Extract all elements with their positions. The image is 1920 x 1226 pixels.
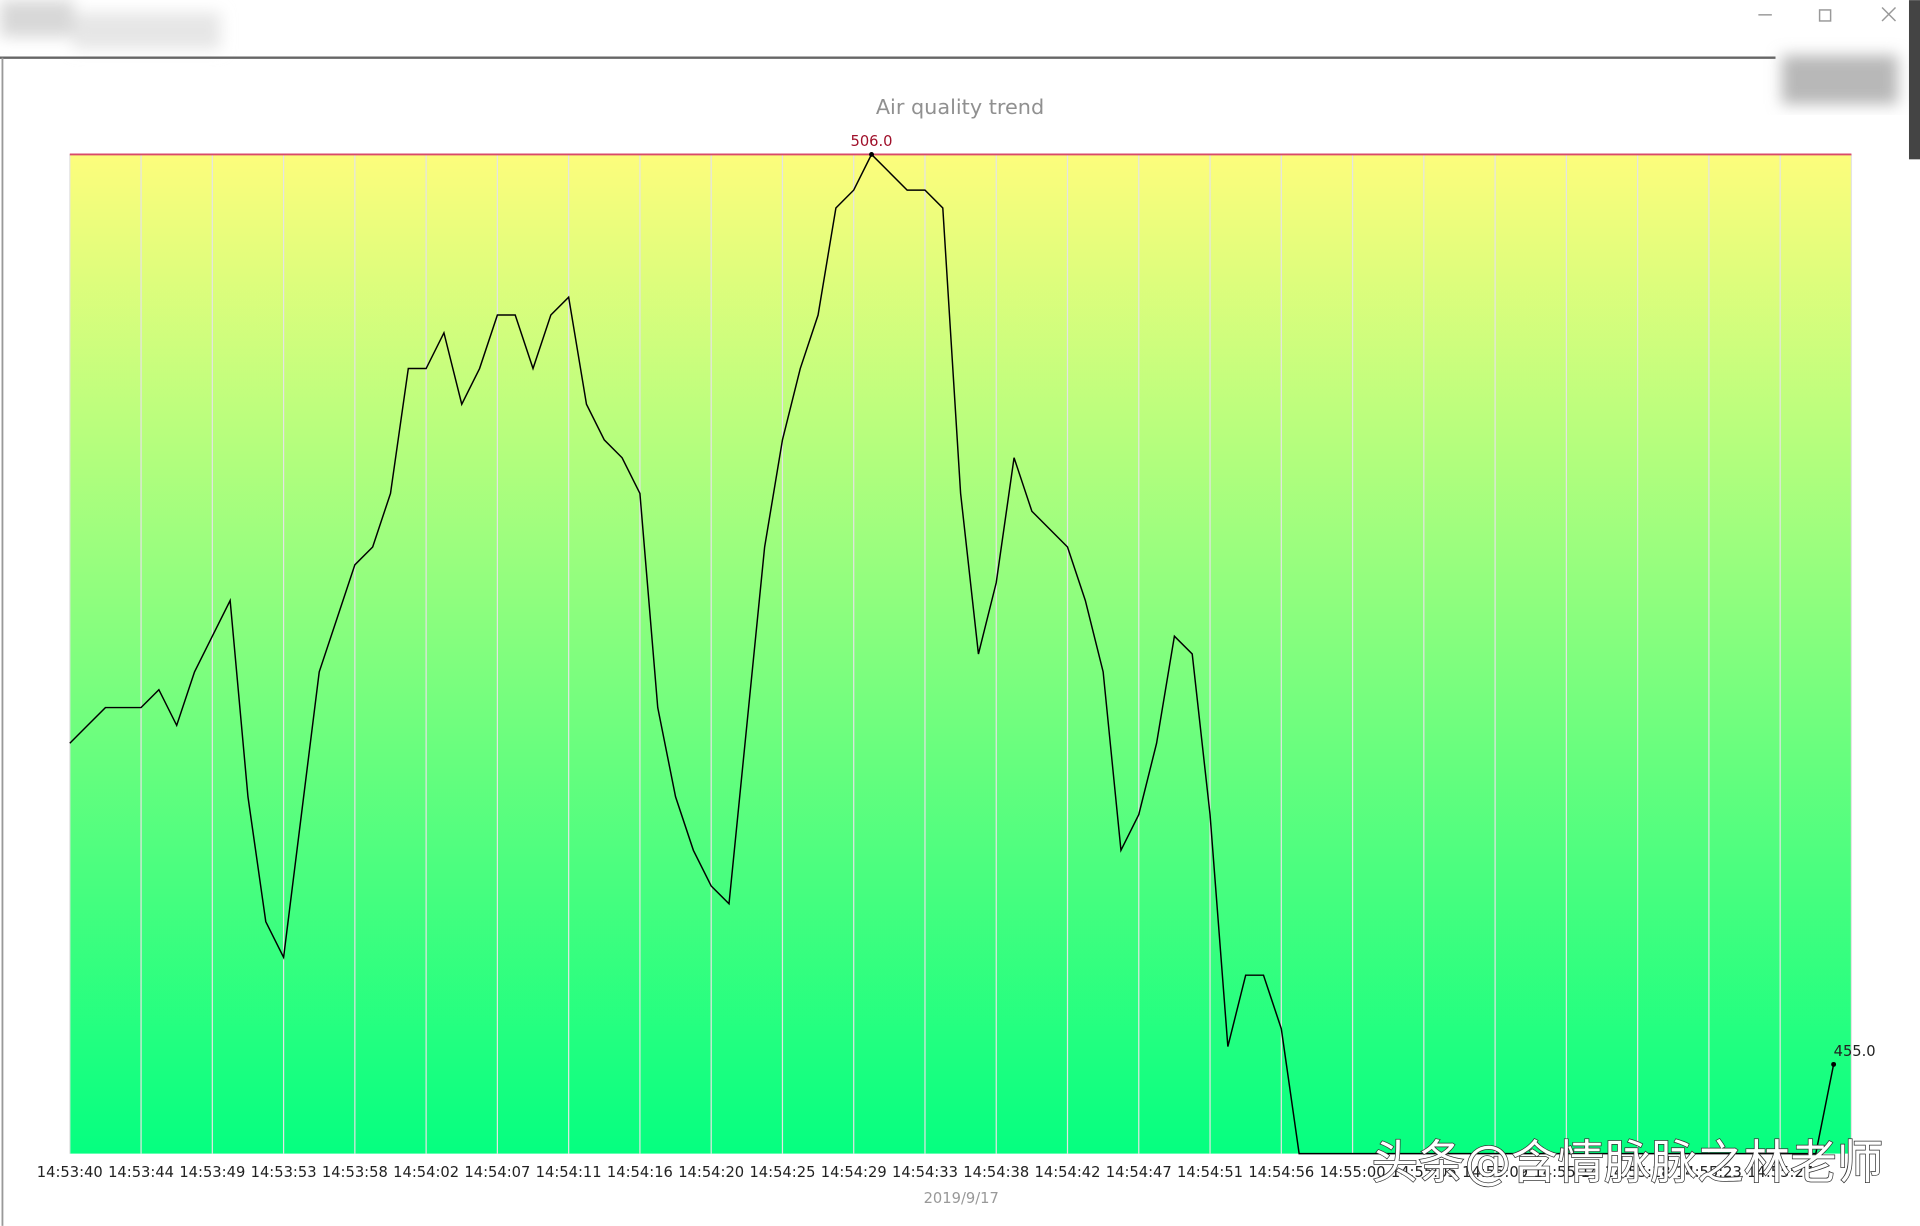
x-tick-label: 14:54:07 bbox=[464, 1164, 530, 1181]
x-tick-label: 14:54:25 bbox=[749, 1164, 815, 1181]
restore-button[interactable] bbox=[1818, 9, 1832, 22]
x-tick-label: 14:55:14 bbox=[1533, 1164, 1599, 1181]
x-tick-label: 14:55:18 bbox=[1605, 1164, 1671, 1181]
x-tick-label: 14:54:47 bbox=[1106, 1164, 1172, 1181]
x-tick-label: 14:55:00 bbox=[1320, 1164, 1386, 1181]
watermark: 头条@含情脉脉之林老师 bbox=[1372, 1135, 1884, 1189]
window-edge bbox=[1908, 0, 1920, 160]
x-tick-label: 14:54:33 bbox=[892, 1164, 958, 1181]
x-tick-label: 14:54:38 bbox=[963, 1164, 1029, 1181]
x-tick-label: 14:55:09 bbox=[1462, 1164, 1528, 1181]
blurred-title bbox=[0, 0, 1898, 105]
x-tick-label: 14:55:23 bbox=[1676, 1164, 1742, 1181]
x-tick-label: 14:54:42 bbox=[1035, 1164, 1101, 1181]
close-button[interactable] bbox=[1881, 6, 1897, 22]
x-tick-label: 14:53:40 bbox=[37, 1164, 103, 1181]
x-tick-label: 14:54:02 bbox=[393, 1164, 459, 1181]
x-tick-label: 14:54:51 bbox=[1177, 1164, 1243, 1181]
point-marker bbox=[869, 151, 874, 157]
value-label: 455.0 bbox=[1834, 1043, 1876, 1060]
x-tick-label: 14:53:58 bbox=[322, 1164, 388, 1181]
x-tick-label: 14:54:16 bbox=[607, 1164, 673, 1181]
point-marker bbox=[1831, 1061, 1837, 1067]
x-tick-label: 14:54:11 bbox=[536, 1164, 602, 1181]
x-tick-label: 14:54:56 bbox=[1248, 1164, 1314, 1181]
x-tick-label: 14:53:44 bbox=[108, 1164, 174, 1181]
x-tick-label: 14:55:05 bbox=[1391, 1164, 1457, 1181]
x-tick-label: 14:53:49 bbox=[179, 1164, 245, 1181]
x-tick-label: 14:54:20 bbox=[678, 1164, 744, 1181]
value-label: 506.0 bbox=[850, 133, 892, 150]
x-tick-label: 14:53:53 bbox=[251, 1164, 317, 1181]
x-axis-label: 2019/9/17 bbox=[924, 1190, 999, 1207]
chart-title: Air quality trend bbox=[876, 95, 1044, 119]
plot-area bbox=[69, 154, 1852, 1154]
x-tick-label: 14:54:29 bbox=[821, 1164, 887, 1181]
data-line bbox=[69, 153, 1835, 1155]
x-tick-label: 14:55:27 bbox=[1747, 1164, 1813, 1181]
